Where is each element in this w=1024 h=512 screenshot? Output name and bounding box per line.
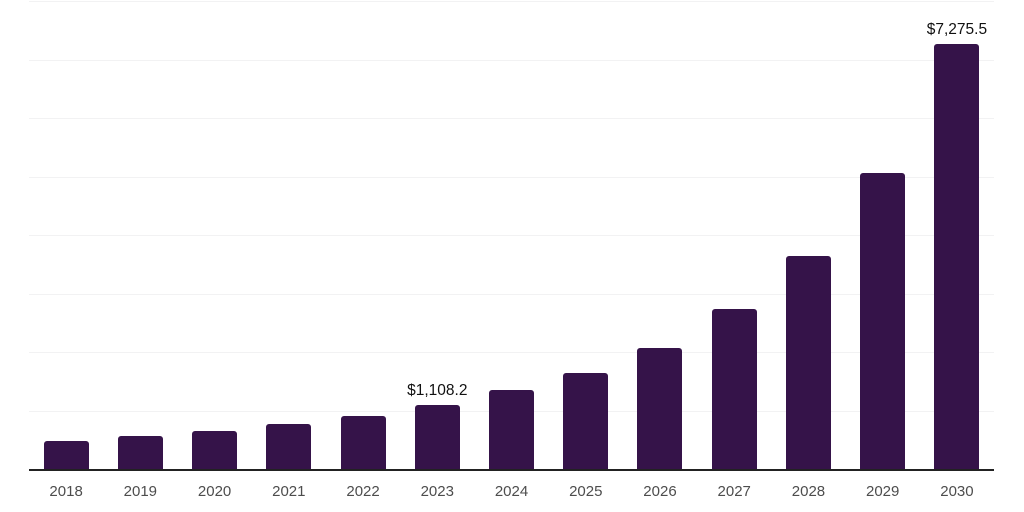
bar-2030: $7,275.5	[927, 21, 987, 470]
bar-slot-2020	[177, 2, 251, 470]
bar-slot-2023: $1,108.2	[400, 2, 474, 470]
x-tick-2026: 2026	[643, 483, 677, 500]
gridline-3000	[29, 293, 994, 295]
bar-slot-2029	[846, 2, 920, 470]
data-label-2030: $7,275.5	[926, 21, 988, 39]
x-tick-2025: 2025	[569, 483, 603, 500]
bar-2027	[711, 309, 757, 470]
bar-2020	[192, 431, 238, 470]
x-tick-2018: 2018	[49, 483, 83, 500]
bar-2025	[563, 373, 609, 470]
x-tick-2021: 2021	[272, 483, 306, 500]
x-tick-2022: 2022	[346, 483, 380, 500]
bar-2022	[340, 415, 386, 470]
bar-slot-2024	[474, 2, 548, 470]
x-axis-line	[29, 469, 994, 471]
bar-slot-2030: $7,275.5	[920, 2, 994, 470]
x-axis-tick-labels: 2018 2019 2020 2021 2022 2023 2024 2025 2026 2027…	[29, 482, 994, 502]
bar-slot-2028	[771, 2, 845, 470]
x-tick-2027: 2027	[717, 483, 751, 500]
bar-slot-2019	[103, 2, 177, 470]
x-tick-2030: 2030	[940, 483, 974, 500]
gridline-6000	[29, 118, 994, 119]
plot-area: $1,108.2 $7,275.5	[29, 1, 994, 471]
bar-slot-2027	[697, 2, 771, 470]
gridline-7000	[29, 59, 994, 61]
x-tick-2020: 2020	[197, 483, 232, 500]
bar-2019	[117, 436, 163, 470]
bar-slot-2021	[252, 2, 326, 470]
gridline-8000	[29, 1, 994, 2]
gridline-5000	[29, 176, 994, 178]
bar-2024	[489, 390, 535, 470]
gridline-4000	[29, 235, 994, 236]
x-tick-2029: 2029	[866, 483, 900, 500]
data-label-2023: $1,108.2	[407, 382, 468, 400]
bar-2028	[785, 256, 831, 470]
x-tick-2028: 2028	[791, 483, 826, 500]
bar-2018	[43, 441, 89, 470]
bar-2026	[637, 347, 683, 470]
bar-2023: $1,108.2	[407, 382, 467, 470]
bar-slot-2025	[549, 2, 623, 470]
bar-2021	[266, 423, 312, 470]
x-tick-2023: 2023	[420, 483, 454, 500]
x-tick-2024: 2024	[494, 483, 529, 500]
gridline-2000	[29, 352, 994, 353]
bar-slot-2022	[326, 2, 400, 470]
bar-2029	[860, 172, 906, 470]
x-tick-2019: 2019	[123, 483, 158, 500]
bar-slot-2026	[623, 2, 697, 470]
bars-row: $1,108.2 $7,275.5	[29, 2, 994, 470]
bar-slot-2018	[29, 2, 103, 470]
